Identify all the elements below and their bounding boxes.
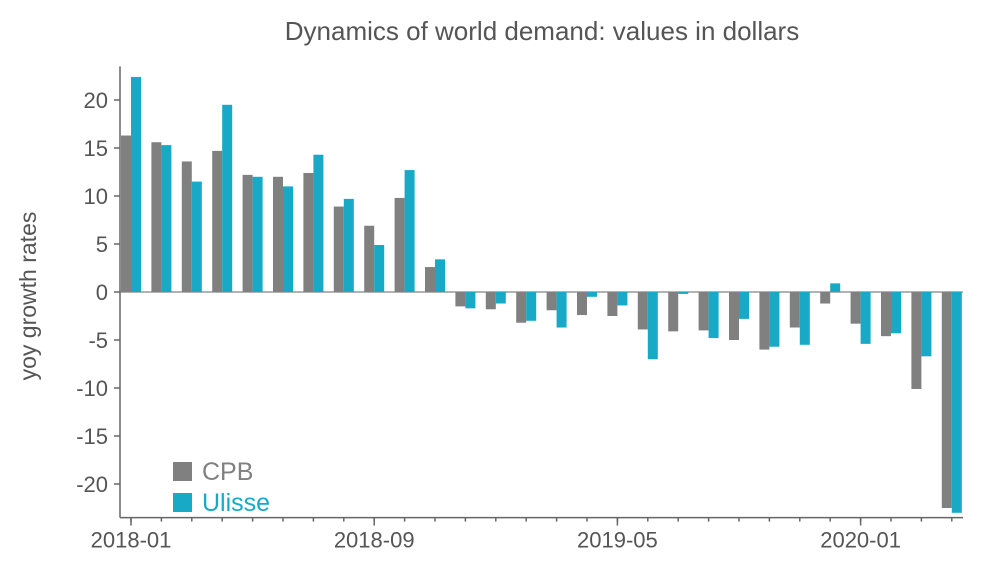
- bar-ulisse-2019-02: [526, 292, 537, 321]
- y-axis: 20 15 10 5 0 -5 -10 -15 -20: [76, 66, 121, 518]
- bar-cpb-2018-08: [333, 206, 344, 292]
- x-tick-label: 2020-01: [820, 528, 901, 553]
- legend-swatch-ulisse: [173, 493, 192, 512]
- x-tick-label: 2019-05: [577, 528, 658, 553]
- bar-cpb-2019-11: [789, 292, 800, 328]
- bar-ulisse-2019-03: [556, 292, 567, 328]
- bar-cpb-2019-02: [516, 292, 527, 323]
- bar-cpb-2018-01: [121, 135, 131, 292]
- bar-ulisse-2018-07: [313, 154, 324, 292]
- bar-ulisse-2019-04: [587, 292, 597, 297]
- bar-ulisse-2019-01: [495, 292, 506, 304]
- legend: CPB Ulisse: [173, 458, 270, 517]
- bar-ulisse-2019-11: [799, 292, 810, 345]
- y-tick-label: -20: [76, 472, 108, 497]
- y-tick-label: 20: [84, 88, 108, 113]
- bar-cpb-2020-02: [881, 292, 891, 337]
- bar-ulisse-2018-08: [343, 198, 354, 292]
- x-tick-label: 2018-01: [91, 528, 172, 553]
- bar-ulisse-2018-06: [283, 186, 293, 292]
- bar-cpb-2018-12: [455, 292, 466, 307]
- bar-cpb-2018-05: [242, 174, 253, 292]
- y-tick-label: 10: [84, 184, 108, 209]
- bar-cpb-2018-02: [151, 142, 162, 292]
- y-tick-label: 5: [96, 232, 108, 257]
- bar-ulisse-2018-10: [404, 170, 415, 292]
- series-ulisse: [131, 76, 962, 513]
- y-tick-label: -5: [88, 328, 108, 353]
- bar-cpb-2019-03: [546, 292, 557, 311]
- bar-ulisse-2019-10: [769, 292, 780, 347]
- bar-cpb-2018-07: [303, 172, 314, 292]
- y-tick-label: 15: [84, 136, 108, 161]
- bar-ulisse-2019-09: [739, 292, 749, 319]
- bar-ulisse-2020-01: [860, 292, 871, 344]
- bar-ulisse-2018-12: [465, 292, 476, 309]
- bar-cpb-2019-07: [668, 292, 679, 332]
- bar-cpb-2019-12: [820, 292, 831, 304]
- y-tick-label: -10: [76, 376, 108, 401]
- bar-ulisse-2018-05: [252, 176, 263, 292]
- legend-label-ulisse: Ulisse: [202, 489, 270, 517]
- bar-ulisse-2020-03: [921, 292, 932, 357]
- bar-cpb-2019-05: [607, 292, 618, 316]
- x-tick-label: 2018-09: [334, 528, 415, 553]
- bar-ulisse-2020-04: [951, 292, 962, 513]
- bar-ulisse-2019-05: [617, 292, 628, 306]
- bars: [121, 76, 962, 513]
- chart-title: Dynamics of world demand: values in doll…: [285, 16, 799, 46]
- bar-ulisse-2019-07: [678, 292, 689, 294]
- bar-ulisse-2018-02: [161, 145, 172, 292]
- y-tick-label: 0: [96, 280, 108, 305]
- bar-ulisse-2019-08: [708, 292, 719, 339]
- bar-ulisse-2018-03: [191, 181, 202, 292]
- bar-ulisse-2018-11: [435, 259, 445, 292]
- legend-swatch-cpb: [173, 462, 192, 481]
- bar-ulisse-2019-06: [647, 292, 658, 360]
- bar-ulisse-2018-01: [131, 76, 141, 293]
- bar-cpb-2018-04: [212, 150, 223, 292]
- bar-cpb-2018-11: [425, 267, 435, 292]
- bar-ulisse-2018-09: [374, 244, 385, 292]
- bar-ulisse-2019-12: [830, 283, 841, 292]
- bar-cpb-2018-03: [181, 161, 192, 292]
- bar-cpb-2019-08: [698, 292, 709, 331]
- bar-cpb-2019-09: [729, 292, 739, 340]
- bar-ulisse-2020-02: [891, 292, 901, 334]
- legend-label-cpb: CPB: [202, 458, 253, 486]
- bar-cpb-2020-01: [850, 292, 861, 324]
- bar-cpb-2020-03: [911, 292, 922, 389]
- bar-cpb-2019-04: [577, 292, 587, 316]
- series-cpb: [121, 135, 952, 508]
- bar-cpb-2019-10: [759, 292, 770, 350]
- y-axis-label: yoy growth rates: [15, 212, 41, 381]
- y-tick-label: -15: [76, 424, 108, 449]
- bar-cpb-2018-06: [273, 176, 283, 292]
- bar-cpb-2020-04: [941, 292, 952, 508]
- bar-cpb-2019-01: [485, 292, 496, 310]
- bar-cpb-2019-06: [637, 292, 648, 330]
- bar-cpb-2018-09: [364, 225, 375, 292]
- bar-ulisse-2018-04: [222, 104, 233, 292]
- bar-cpb-2018-10: [394, 197, 405, 292]
